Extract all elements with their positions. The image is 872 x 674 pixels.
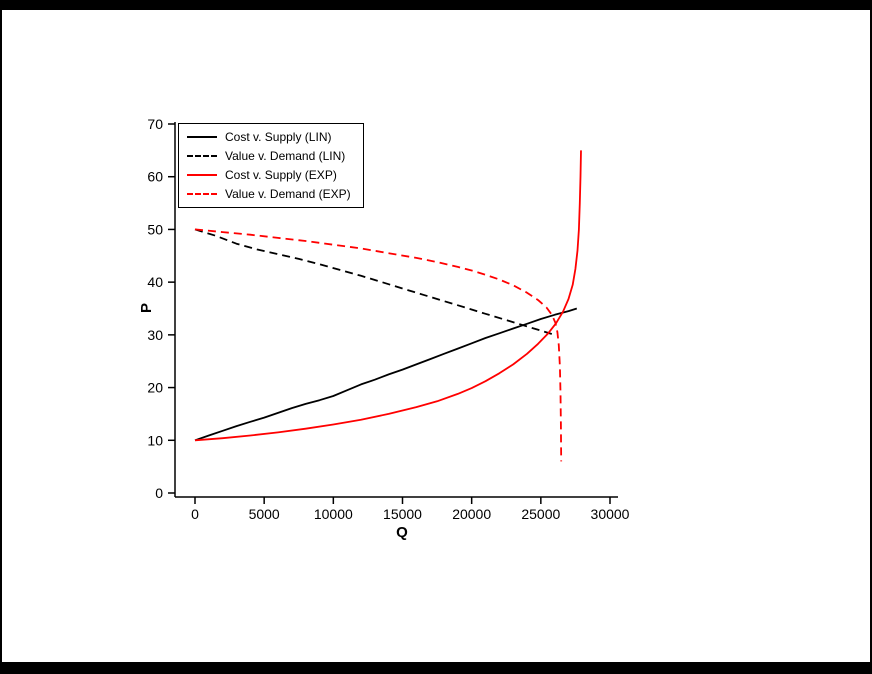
y-tick-label: 50 [147,221,163,237]
y-tick-label: 20 [147,380,163,396]
y-axis-label: P [138,303,155,313]
legend-line-sample [187,136,217,138]
legend-item: Cost v. Supply (LIN) [187,130,351,144]
series-line [194,228,563,462]
x-tick-label: 15000 [383,506,422,522]
y-tick-label: 10 [147,432,163,448]
legend-line-sample [187,155,217,157]
legend-line-sample [187,193,217,195]
x-tick-label: 25000 [521,506,560,522]
y-tick-label: 0 [155,485,163,501]
y-tick-label: 70 [147,116,163,132]
legend-line-sample [187,174,217,176]
x-tick-label: 0 [191,506,199,522]
legend-item: Value v. Demand (LIN) [187,149,351,163]
x-tick-label: 30000 [591,506,630,522]
y-tick-label: 60 [147,169,163,185]
legend-label: Cost v. Supply (LIN) [225,130,332,144]
legend-item: Cost v. Supply (EXP) [187,168,351,182]
x-tick-label: 10000 [314,506,353,522]
legend-item: Value v. Demand (EXP) [187,187,351,201]
legend-label: Cost v. Supply (EXP) [225,168,337,182]
series-line [194,150,582,442]
legend-label: Value v. Demand (EXP) [225,187,351,201]
x-tick-label: 20000 [452,506,491,522]
series-line [194,228,555,336]
x-axis-label: Q [396,524,408,541]
y-tick-label: 40 [147,274,163,290]
plot-background [2,10,870,662]
legend-label: Value v. Demand (LIN) [225,149,346,163]
x-tick-label: 5000 [249,506,280,522]
y-tick-label: 30 [147,327,163,343]
legend: Cost v. Supply (LIN) Value v. Demand (LI… [178,123,364,208]
series-line [194,307,578,442]
